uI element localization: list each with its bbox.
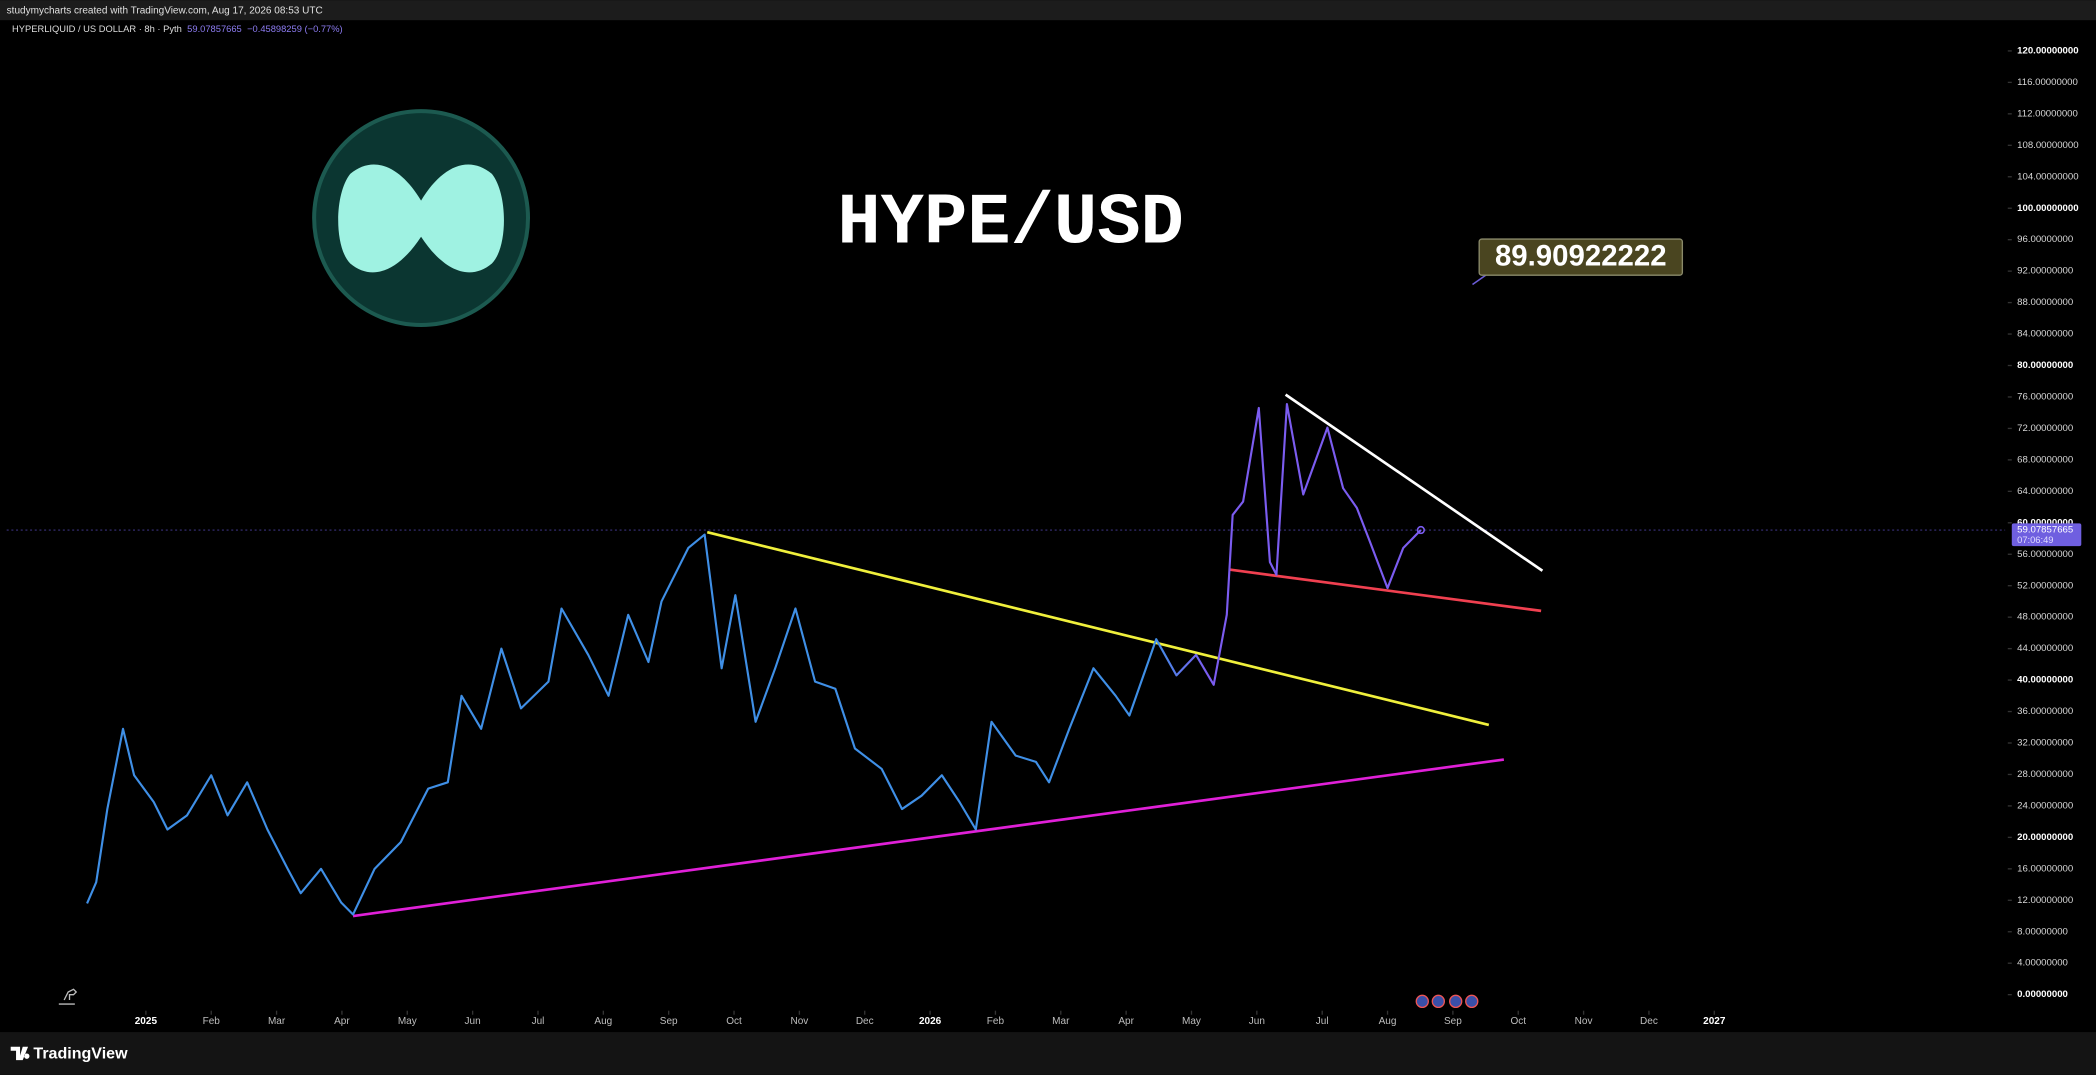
y-tick-label: 72.00000000 xyxy=(2017,423,2073,434)
x-tick-label: Jun xyxy=(465,1016,481,1027)
x-tick-label: Feb xyxy=(987,1016,1005,1027)
y-tick-label: 8.00000000 xyxy=(2017,926,2068,937)
x-tick-label: Aug xyxy=(1379,1016,1397,1027)
y-tick-label: 120.00000000 xyxy=(2017,45,2078,56)
y-tick-label: 0.00000000 xyxy=(2017,989,2068,1000)
price-tag-countdown: 07:06:49 xyxy=(2017,535,2053,545)
x-tick-label: Oct xyxy=(1510,1016,1526,1027)
trend-line xyxy=(1229,568,1542,613)
chart-title: HYPE/USD xyxy=(837,182,1183,264)
event-flags xyxy=(1415,994,1479,1009)
event-flag xyxy=(1449,994,1463,1009)
y-tick-label: 28.00000000 xyxy=(2017,769,2073,780)
logo-mark xyxy=(338,164,504,273)
event-flag xyxy=(1431,994,1446,1009)
x-tick-label: Oct xyxy=(726,1016,742,1027)
x-tick-label: May xyxy=(1182,1016,1201,1027)
y-tick-label: 60.00000000 xyxy=(2017,517,2073,528)
x-tick-label: Sep xyxy=(660,1016,678,1027)
y-tick-label: 20.00000000 xyxy=(2017,832,2073,843)
trend-line xyxy=(352,758,1505,918)
y-tick-label: 48.00000000 xyxy=(2017,612,2073,623)
x-tick-label: Jun xyxy=(1249,1016,1265,1027)
x-tick-label: 2026 xyxy=(919,1016,942,1027)
x-tick-label: Aug xyxy=(594,1016,612,1027)
last-point xyxy=(1416,525,1426,535)
x-tick-label: May xyxy=(398,1016,417,1027)
last-price: 59.07857665 xyxy=(187,25,242,35)
price-label: 89.90922222 xyxy=(1495,240,1667,273)
logo xyxy=(312,109,531,327)
price-tag-price: 59.07857665 xyxy=(2017,525,2073,536)
x-tick-label: Nov xyxy=(1575,1016,1593,1027)
x-tick-label: 2027 xyxy=(1703,1016,1726,1027)
y-tick-label: 108.00000000 xyxy=(2017,140,2078,151)
y-tick-label: 68.00000000 xyxy=(2017,454,2073,465)
y-tick-label: 92.00000000 xyxy=(2017,266,2073,277)
x-tick-label: Dec xyxy=(856,1016,874,1027)
top-bar xyxy=(0,0,2096,21)
trend-line xyxy=(1284,393,1544,572)
y-tick-label: 88.00000000 xyxy=(2017,297,2073,308)
y-tick-label: 84.00000000 xyxy=(2017,329,2073,340)
y-tick-label: 40.00000000 xyxy=(2017,675,2073,686)
y-tick-label: 16.00000000 xyxy=(2017,863,2073,874)
x-tick-label: Jul xyxy=(1316,1016,1329,1027)
x-tick-label: Apr xyxy=(1118,1016,1134,1027)
price-tag xyxy=(2011,523,2082,547)
y-tick-label: 44.00000000 xyxy=(2017,643,2073,654)
x-tick-label: Apr xyxy=(334,1016,350,1027)
x-tick-label: Dec xyxy=(1640,1016,1658,1027)
symbol: HYPERLIQUID / US DOLLAR · 8h · Pyth xyxy=(12,25,182,35)
x-tick-label: Nov xyxy=(790,1016,808,1027)
price-label-pointer xyxy=(1472,274,1487,286)
x-tick-label: Feb xyxy=(203,1016,221,1027)
brand: TradingView xyxy=(33,1044,128,1062)
price-line xyxy=(86,402,1422,916)
y-tick-label: 56.00000000 xyxy=(2017,549,2073,560)
x-tick-label: 2025 xyxy=(135,1016,158,1027)
symbol-info: HYPERLIQUID / US DOLLAR · 8h · Pyth 59.07… xyxy=(12,25,343,35)
x-tick-label: Jul xyxy=(532,1016,545,1027)
y-tick-label: 80.00000000 xyxy=(2017,360,2073,371)
y-tick-label: 12.00000000 xyxy=(2017,895,2073,906)
event-flag xyxy=(1415,994,1429,1009)
y-tick-label: 36.00000000 xyxy=(2017,706,2073,717)
y-tick-label: 100.00000000 xyxy=(2017,203,2078,214)
event-flag xyxy=(1465,994,1479,1009)
y-tick-label: 52.00000000 xyxy=(2017,580,2073,591)
x-tick-label: Mar xyxy=(1052,1016,1070,1027)
y-tick-label: 116.00000000 xyxy=(2017,77,2078,88)
y-tick-label: 112.00000000 xyxy=(2017,108,2078,119)
drawing-tool-icon xyxy=(58,988,78,1005)
y-tick-label: 104.00000000 xyxy=(2017,171,2078,182)
x-tick-label: Sep xyxy=(1444,1016,1462,1027)
plot: 0.00000000 4.00000000 8.00000000 12.0000000… xyxy=(6,45,2082,1027)
bottom-bar xyxy=(0,1032,2096,1075)
change: −0.45898259 (−0.77%) xyxy=(247,25,343,35)
y-tick-label: 64.00000000 xyxy=(2017,486,2073,497)
trend-line xyxy=(706,530,1490,727)
y-tick-label: 24.00000000 xyxy=(2017,800,2073,811)
brand-icon xyxy=(10,1046,30,1061)
credit: studymycharts created with TradingView.c… xyxy=(7,5,323,16)
price-label-box xyxy=(1478,238,1684,276)
x-tick-label: Mar xyxy=(268,1016,286,1027)
y-tick-label: 96.00000000 xyxy=(2017,234,2073,245)
y-tick-label: 4.00000000 xyxy=(2017,958,2068,969)
y-tick-label: 32.00000000 xyxy=(2017,738,2073,749)
y-tick-label: 76.00000000 xyxy=(2017,392,2073,403)
